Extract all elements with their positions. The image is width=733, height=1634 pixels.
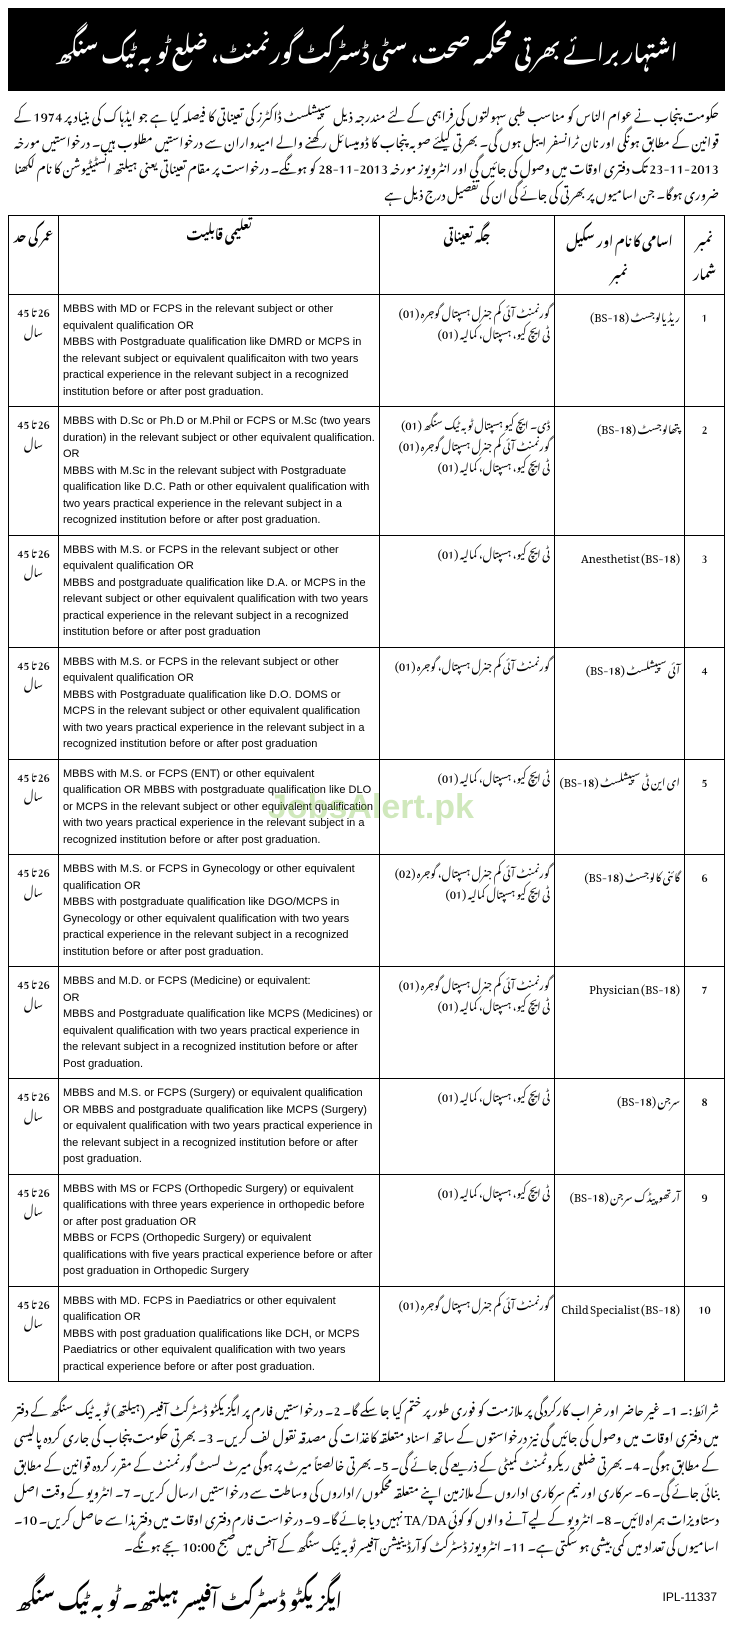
cell-post: Physician (BS-18) [555, 967, 685, 1079]
cell-place: گورنمنٹ آئی کم جنرل ہسپتال گوجرہ (01)ٹی … [380, 295, 555, 407]
cell-post: ریڈیالوجسٹ (BS-18) [555, 295, 685, 407]
table-row: 6گائنی کالوجسٹ (BS-18)گورنمنٹ آئی کم جنر… [9, 855, 725, 967]
table-row: 5ای این ٹی سپیشلسٹ (BS-18)ٹی ایچ کیو، ہس… [9, 759, 725, 855]
cell-age: 26 تا 45 سال [9, 967, 59, 1079]
cell-place: گورنمنٹ آئی کم جنرل ہسپتال، گوجرہ (02)ٹی… [380, 855, 555, 967]
footer: IPL-11337 ایگزیکٹو ڈسٹرکٹ آفیسر ہیلتھ۔ ٹ… [8, 1568, 725, 1626]
cell-sr: 7 [685, 967, 725, 1079]
cell-post: گائنی کالوجسٹ (BS-18) [555, 855, 685, 967]
col-post: اسامی کا نام اور سکیل نمبر [555, 216, 685, 295]
cell-edu: MBBS and M.D. or FCPS (Medicine) or equi… [59, 967, 380, 1079]
page-title: اشتہار برائے بھرتی محکمہ صحت، سٹی ڈسٹرکٹ… [8, 8, 725, 91]
cell-sr: 6 [685, 855, 725, 967]
cell-post: آرتھوپیڈک سرجن (BS-18) [555, 1174, 685, 1286]
cell-edu: MBBS with MD or FCPS in the relevant sub… [59, 295, 380, 407]
col-sr: نمبر شمار [685, 216, 725, 295]
cell-post: ای این ٹی سپیشلسٹ (BS-18) [555, 759, 685, 855]
cell-edu: MBBS with D.Sc or Ph.D or M.Phil or FCPS… [59, 407, 380, 536]
col-age: عمر کی حد [9, 216, 59, 295]
cell-place: گورنمنٹ آئی کم جنرل ہسپتال، گوجرہ (01) [380, 647, 555, 759]
cell-sr: 9 [685, 1174, 725, 1286]
cell-age: 26 تا 45 سال [9, 1174, 59, 1286]
intro-paragraph: حکومت پنجاب نے عوام الناس کو مناسب طبی س… [8, 97, 725, 209]
cell-post: آئی سپیشلسٹ (BS-18) [555, 647, 685, 759]
cell-place: ٹی ایچ کیو، ہسپتال، کمالیہ (01) [380, 1079, 555, 1175]
table-row: 3Anesthetist (BS-18)ٹی ایچ کیو، ہسپتال، … [9, 535, 725, 647]
cell-post: Anesthetist (BS-18) [555, 535, 685, 647]
cell-post: سرجن (BS-18) [555, 1079, 685, 1175]
cell-edu: MBBS and M.S. or FCPS (Surgery) or equiv… [59, 1079, 380, 1175]
cell-edu: MBBS with MD. FCPS in Paediatrics or oth… [59, 1286, 380, 1382]
cell-edu: MBBS with M.S. or FCPS in the relevant s… [59, 647, 380, 759]
cell-sr: 1 [685, 295, 725, 407]
cell-edu: MBBS with M.S. or FCPS in Gynecology or … [59, 855, 380, 967]
cell-post: پتھالوجسٹ (BS-18) [555, 407, 685, 536]
table-row: 8سرجن (BS-18)ٹی ایچ کیو، ہسپتال، کمالیہ … [9, 1079, 725, 1175]
cell-place: ڈی۔ ایچ کیو ہسپتال ٹوبہ ٹیک سنگھ (01)گور… [380, 407, 555, 536]
cell-edu: MBBS with M.S. or FCPS in the relevant s… [59, 535, 380, 647]
signature: ایگزیکٹو ڈسٹرکٹ آفیسر ہیلتھ۔ ٹوبہ ٹیک سن… [16, 1572, 342, 1622]
col-place: جگہ تعیناتی [380, 216, 555, 295]
cell-place: گورنمنٹ آئی کم جنرل ہسپتال گوجرہ (01) [380, 1286, 555, 1382]
cell-age: 26 تا 45 سال [9, 407, 59, 536]
table-row: 7Physician (BS-18)گورنمنٹ آئی کم جنرل ہس… [9, 967, 725, 1079]
cell-edu: MBBS with MS or FCPS (Orthopedic Surgery… [59, 1174, 380, 1286]
table-row: 10Child Specialist (BS-18)گورنمنٹ آئی کم… [9, 1286, 725, 1382]
cell-place: ٹی ایچ کیو، ہسپتال، کمالیہ (01) [380, 1174, 555, 1286]
table-row: 4آئی سپیشلسٹ (BS-18)گورنمنٹ آئی کم جنرل … [9, 647, 725, 759]
cell-age: 26 تا 45 سال [9, 855, 59, 967]
cell-age: 26 تا 45 سال [9, 295, 59, 407]
cell-age: 26 تا 45 سال [9, 647, 59, 759]
cell-sr: 5 [685, 759, 725, 855]
table-header-row: نمبر شمار اسامی کا نام اور سکیل نمبر جگہ… [9, 216, 725, 295]
cell-sr: 10 [685, 1286, 725, 1382]
cell-sr: 3 [685, 535, 725, 647]
cell-sr: 8 [685, 1079, 725, 1175]
cell-age: 26 تا 45 سال [9, 1286, 59, 1382]
conditions: شرائط:۔ 1۔ غیر حاضر اور خراب کارکردگی پر… [8, 1388, 725, 1564]
cell-post: Child Specialist (BS-18) [555, 1286, 685, 1382]
cell-place: ٹی ایچ کیو، ہسپتال، کمالیہ (01) [380, 759, 555, 855]
jobs-table: نمبر شمار اسامی کا نام اور سکیل نمبر جگہ… [8, 215, 725, 1382]
table-row: 2پتھالوجسٹ (BS-18)ڈی۔ ایچ کیو ہسپتال ٹوب… [9, 407, 725, 536]
table-row: 9آرتھوپیڈک سرجن (BS-18)ٹی ایچ کیو، ہسپتا… [9, 1174, 725, 1286]
cell-age: 26 تا 45 سال [9, 535, 59, 647]
table-row: 1ریڈیالوجسٹ (BS-18)گورنمنٹ آئی کم جنرل ہ… [9, 295, 725, 407]
cell-place: ٹی ایچ کیو، ہسپتال، کمالیہ (01) [380, 535, 555, 647]
cell-age: 26 تا 45 سال [9, 1079, 59, 1175]
cell-edu: MBBS with M.S. or FCPS (ENT) or other eq… [59, 759, 380, 855]
ipl-number: IPL-11337 [663, 1590, 718, 1604]
cell-place: گورنمنٹ آئی کم جنرل ہسپتال گوجرہ (01)ٹی … [380, 967, 555, 1079]
col-edu: تعلیمی قابلیت [59, 216, 380, 295]
cell-age: 26 تا 45 سال [9, 759, 59, 855]
cell-sr: 4 [685, 647, 725, 759]
cell-sr: 2 [685, 407, 725, 536]
